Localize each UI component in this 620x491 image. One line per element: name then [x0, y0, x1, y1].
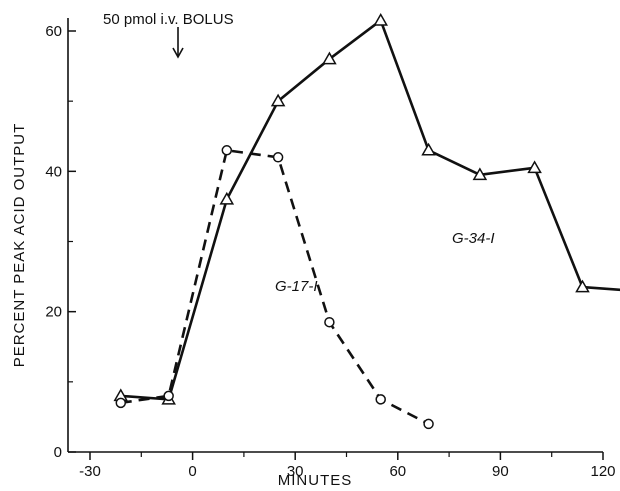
y-axis-title: PERCENT PEAK ACID OUTPUT [11, 123, 28, 368]
data-point-g17i [115, 397, 127, 409]
y-tick-label: 0 [54, 444, 62, 461]
data-point-g17i [324, 316, 335, 328]
x-tick-label: 120 [590, 463, 615, 480]
series-label-g17: G-17-I [275, 278, 318, 295]
series-line-g34i [120, 19, 620, 401]
data-point-g17i [221, 145, 233, 156]
annotations: 50 pmol i.v. BOLUS G-34-I G-17-I [103, 11, 495, 295]
data-point-g34i [322, 51, 337, 65]
series-label-g34: G-34-I [452, 230, 495, 247]
y-tick-label: 20 [45, 304, 62, 321]
data-point-g34i [527, 160, 542, 174]
y-tick-label: 40 [45, 163, 62, 180]
data-point-g34i [421, 142, 436, 156]
axes: -30 0 30 60 90 120 0 20 40 60 [45, 18, 616, 480]
bolus-annotation: 50 pmol i.v. BOLUS [103, 11, 234, 28]
x-axis-title: MINUTES [278, 472, 353, 489]
data-point-g34i [270, 93, 286, 107]
data-point-g17i [423, 418, 434, 430]
x-tick-label: 0 [188, 463, 196, 480]
data-point-g17i [375, 394, 386, 405]
series-layer [113, 12, 620, 430]
x-tick-label: -30 [79, 463, 101, 480]
x-tick-label: 60 [389, 463, 406, 480]
data-point-g34i [472, 167, 488, 181]
x-tick-label: 30 [287, 463, 304, 480]
x-tick-label: 90 [492, 463, 509, 480]
data-point-g34i [219, 191, 235, 205]
data-point-g34i [575, 279, 590, 293]
bolus-arrow-icon [172, 27, 184, 59]
y-tick-label: 60 [45, 23, 62, 40]
data-point-g17i [272, 152, 284, 163]
data-point-g34i [373, 12, 388, 26]
data-point-g17i [163, 390, 174, 402]
